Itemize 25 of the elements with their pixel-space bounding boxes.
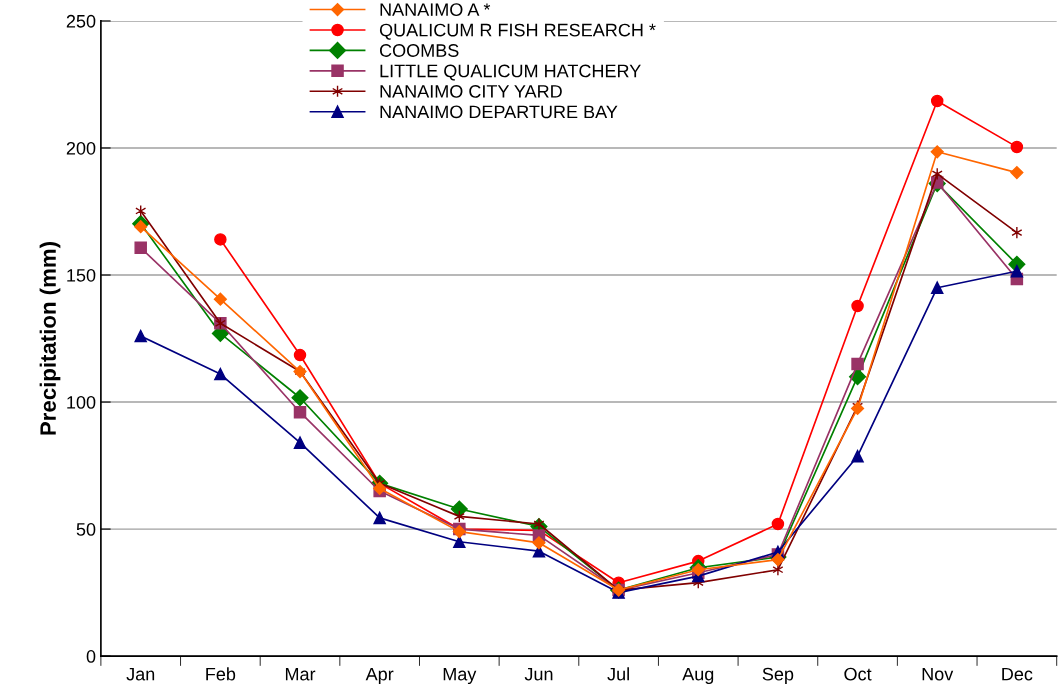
y-tick-label: 250 — [66, 14, 96, 28]
legend-label: QUALICUM R FISH RESEARCH * — [379, 23, 656, 40]
legend-label: NANAIMO A * — [380, 3, 491, 17]
x-tick-label: Feb — [206, 667, 236, 681]
y-tick-label: 200 — [66, 141, 96, 155]
x-tick-label: Sep — [762, 667, 794, 685]
y-tick-label: 0 — [86, 650, 96, 663]
legend-label: LITTLE QUALICUM HATCHERY — [380, 64, 641, 81]
x-tick-label: Jun — [524, 667, 553, 681]
x-tick-label: Mar — [285, 667, 316, 681]
legend-label: NANAIMO CITY YARD — [380, 85, 562, 98]
x-tick-label: Apr — [365, 667, 394, 685]
legend-label: NANAIMO DEPARTURE BAY — [380, 105, 618, 119]
x-tick-label: Jul — [607, 667, 629, 681]
x-tick-label: Nov — [922, 667, 954, 681]
y-axis-title: Precipitation (mm) — [39, 242, 61, 435]
legend-label: COOMBS — [379, 44, 459, 57]
x-tick-label: Jan — [126, 667, 155, 681]
x-tick-label: Oct — [844, 667, 872, 681]
x-tick-label: Dec — [1002, 667, 1033, 681]
y-tick-label: 100 — [67, 395, 96, 409]
x-tick-label: Aug — [682, 667, 714, 685]
y-tick-label: 150 — [67, 268, 96, 282]
x-tick-label: May — [443, 667, 477, 685]
y-tick-label: 50 — [76, 523, 96, 536]
